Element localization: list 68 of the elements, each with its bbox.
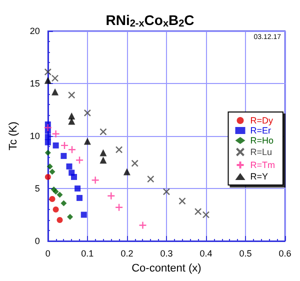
point (76, 194, 83, 201)
point (60, 141, 69, 150)
point (56, 217, 63, 223)
legend-label: R=Ho (250, 136, 274, 146)
point (44, 150, 51, 156)
point (56, 192, 63, 198)
point (44, 124, 52, 132)
point (49, 168, 56, 175)
point (84, 109, 92, 116)
y-axis-title: Tc (K) (8, 122, 20, 150)
point (202, 211, 210, 218)
point (52, 130, 60, 138)
point (52, 206, 59, 212)
y-tick-label: 15 (30, 78, 40, 88)
point (115, 146, 123, 154)
point (46, 163, 53, 170)
x-tick-label: 0.1 (81, 248, 94, 258)
point (114, 203, 124, 212)
point (67, 214, 74, 220)
point (74, 186, 81, 192)
point (44, 128, 51, 134)
x-tick-label: 0 (45, 248, 50, 258)
point (44, 139, 51, 146)
point (178, 198, 186, 205)
legend-label: R=Tm (250, 160, 275, 170)
point (100, 149, 107, 156)
point (123, 168, 130, 176)
point (100, 156, 107, 164)
legend-label: R=Er (250, 126, 272, 136)
y-tick-label: 0 (34, 236, 40, 246)
point (107, 192, 116, 200)
x-tick-label: 0.5 (239, 248, 252, 258)
point (84, 138, 91, 145)
point (100, 128, 107, 136)
legend-label: R=Lu (250, 147, 272, 157)
point (91, 176, 100, 184)
point (194, 208, 202, 216)
y-tick-label: 10 (30, 131, 40, 141)
point (162, 188, 170, 196)
point (75, 156, 84, 164)
x-tick-label: 0.3 (160, 248, 173, 258)
point (60, 152, 67, 159)
point (138, 221, 147, 230)
x-axis-title: Co-content (x) (132, 262, 202, 274)
point (147, 175, 154, 183)
point (44, 134, 51, 140)
x-tick-label: 0.4 (200, 248, 212, 258)
point (60, 200, 67, 206)
y-tick-label: 20 (30, 26, 40, 36)
point (131, 160, 138, 167)
point (80, 212, 87, 218)
point (44, 174, 51, 180)
x-tick-label: 0.6 (278, 248, 292, 258)
point (52, 88, 59, 96)
point (70, 174, 77, 180)
point (68, 146, 76, 154)
point (44, 76, 52, 84)
x-tick-label: 0.2 (120, 248, 134, 258)
point (52, 142, 59, 148)
point (66, 163, 72, 170)
point (51, 74, 59, 82)
y-tick-label: 5 (34, 184, 40, 194)
point (68, 91, 76, 99)
legend-label: R=Y (250, 172, 268, 182)
point (44, 68, 52, 76)
point (68, 118, 76, 125)
point (49, 196, 56, 202)
legend-label: R=Dy (250, 116, 274, 126)
